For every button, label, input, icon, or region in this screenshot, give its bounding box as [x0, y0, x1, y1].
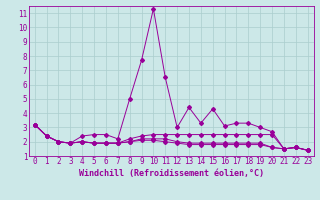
X-axis label: Windchill (Refroidissement éolien,°C): Windchill (Refroidissement éolien,°C) [79, 169, 264, 178]
